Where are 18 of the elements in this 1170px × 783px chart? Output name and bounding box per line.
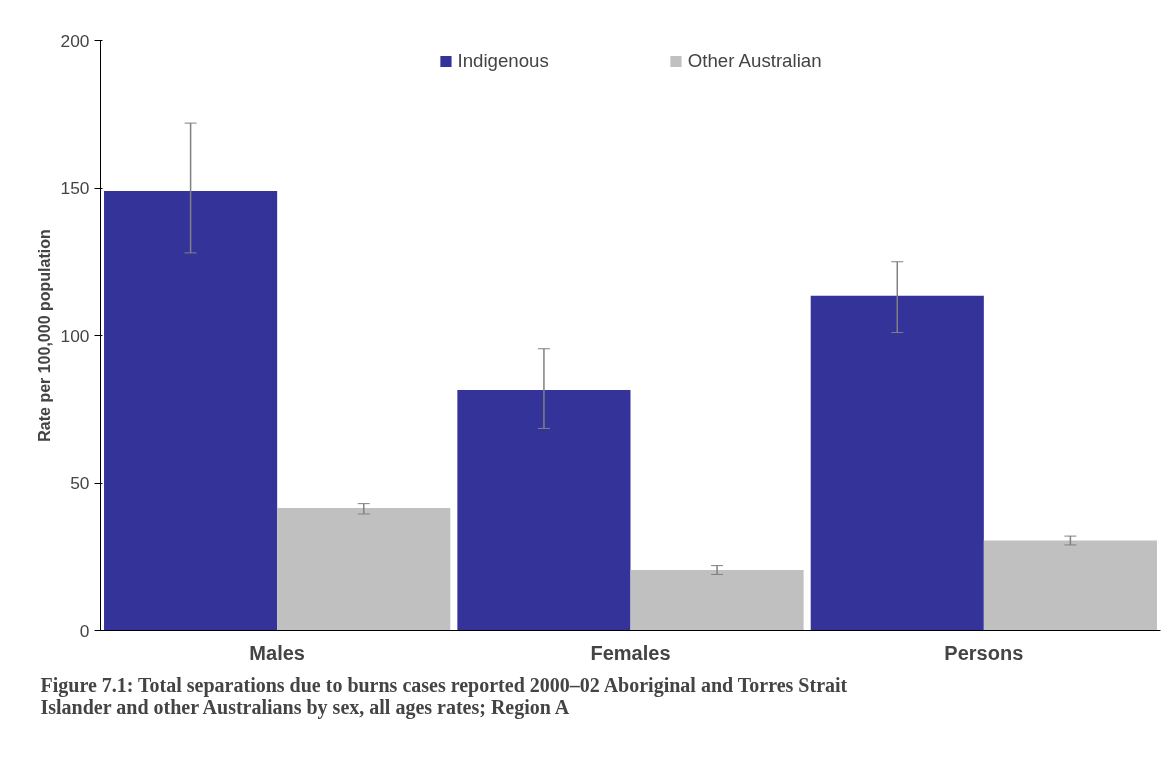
bar <box>810 295 984 631</box>
caption: Figure 7.1: Total separations due to burns cases reported 2000–02 Aboriginal and Torres Strait Islander and other Australians by sex, all ages rates; Region A <box>40 673 848 719</box>
x-tick-label: Females <box>590 641 671 664</box>
legend-label: Indigenous <box>457 50 549 72</box>
x-tick-label: Males <box>249 641 305 664</box>
bar <box>277 508 451 631</box>
legend-label: Other Australian <box>687 50 822 72</box>
bar <box>457 390 631 631</box>
y-tick-label: 50 <box>70 473 90 493</box>
y-tick-label: 100 <box>60 325 90 346</box>
y-tick-label: 200 <box>60 30 90 51</box>
y-tick-label: 150 <box>60 178 90 198</box>
bar <box>630 570 804 631</box>
bar <box>104 190 278 631</box>
bar <box>983 540 1157 631</box>
x-tick-label: Persons <box>944 641 1024 664</box>
y-axis-title: Rate per 100,000 population <box>35 229 53 442</box>
y-tick-label: 0 <box>79 620 90 641</box>
